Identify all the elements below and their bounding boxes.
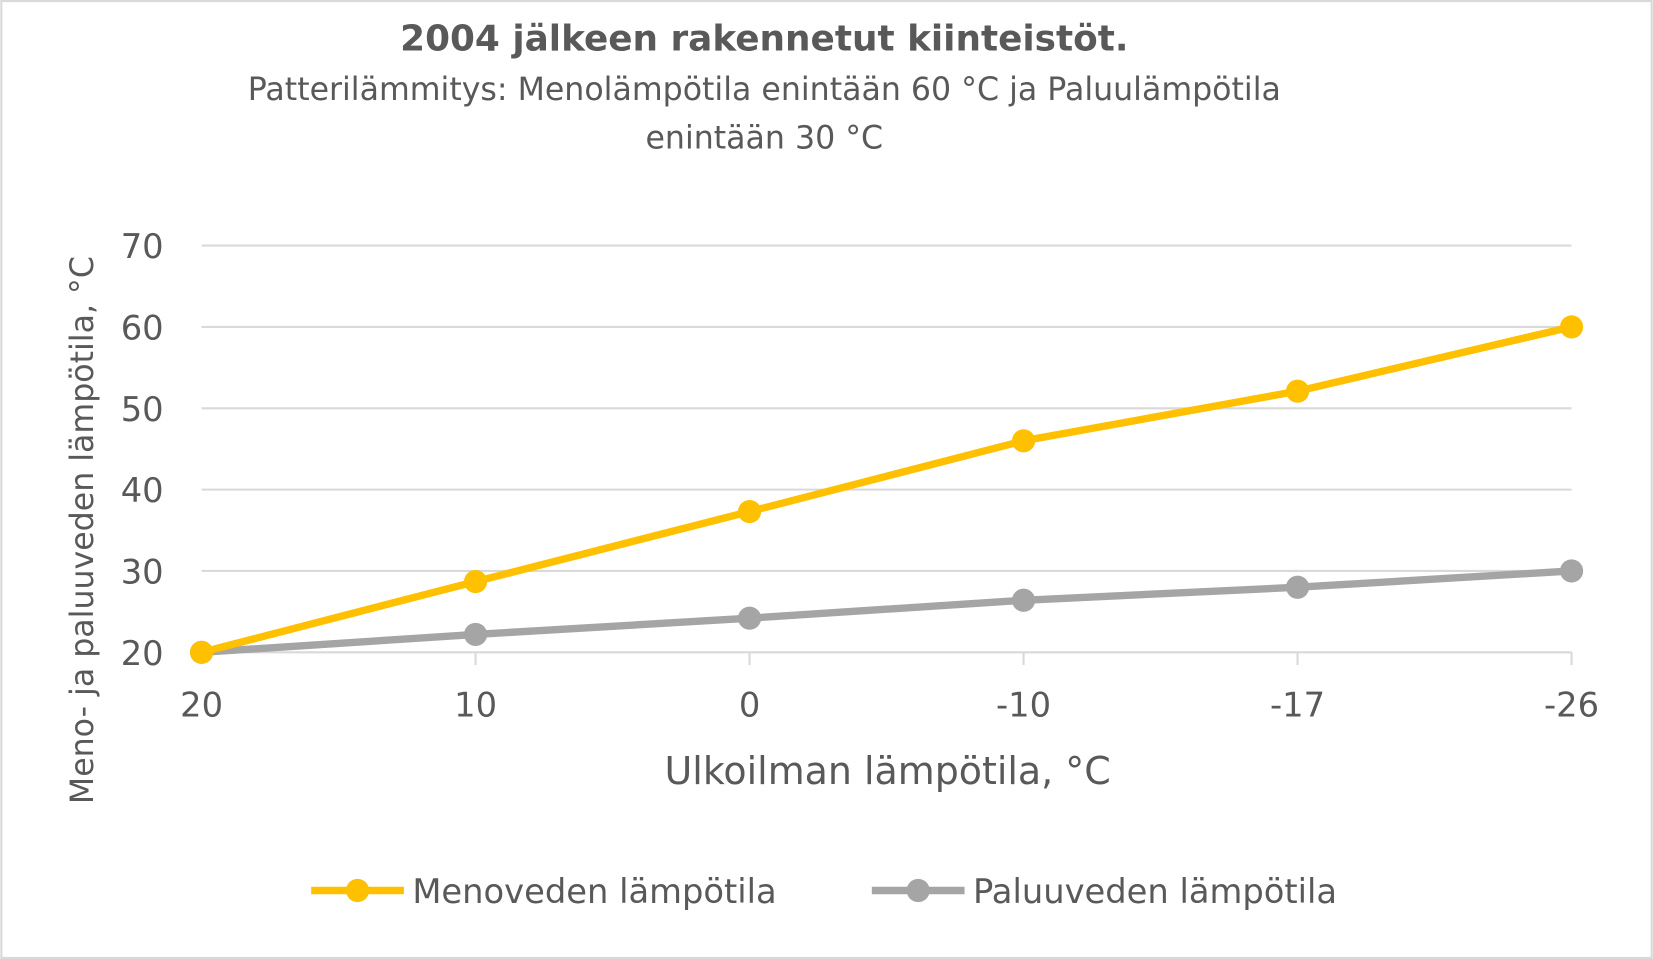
data-point: [737, 606, 762, 630]
chart-subtitle-line-1: Patterilämmitys: Menolämpötila enintään …: [248, 72, 1281, 108]
series-line: [200, 323, 1573, 656]
data-point: [1285, 575, 1310, 599]
data-point: [463, 622, 488, 647]
y-tick-label: 30: [121, 553, 164, 592]
chart-subtitle-line-2: enintään 30 °C: [645, 121, 883, 157]
y-tick-labels: 20 30 40 50 60 70: [121, 227, 164, 673]
x-tick-label: -17: [1270, 686, 1325, 725]
data-point: [463, 569, 488, 594]
data-point: [1011, 429, 1036, 453]
series-lines: [189, 315, 1584, 664]
y-tick-label: 40: [121, 471, 164, 510]
legend-item: Menoveden lämpötila: [311, 872, 777, 911]
data-point: [737, 499, 762, 524]
x-axis-label: Ulkoilman lämpötila, °C: [665, 749, 1111, 793]
y-tick-label: 50: [121, 390, 164, 429]
x-tick-labels: 20 10 0 -10 -17 -26: [180, 686, 1599, 725]
data-point: [1559, 559, 1584, 583]
data-point: [1011, 588, 1036, 612]
data-point: [1559, 315, 1584, 339]
y-axis-label: Meno- ja paluuveden lämpötila, °C: [65, 256, 101, 804]
y-tick-label: 60: [121, 309, 164, 348]
series-line: [201, 567, 1572, 657]
x-tick-label: -26: [1544, 686, 1599, 725]
x-tick-label: -10: [996, 686, 1051, 725]
x-tick-label: 0: [739, 686, 760, 725]
gridlines: [201, 244, 1573, 665]
legend-marker: [345, 878, 370, 903]
chart-title: 2004 jälkeen rakennetut kiinteistöt.: [400, 19, 1128, 60]
data-point: [1285, 379, 1310, 403]
data-point: [189, 640, 214, 664]
legend-label: Paluuveden lämpötila: [973, 872, 1337, 911]
x-tick-label: 10: [454, 686, 497, 725]
legend: Menoveden lämpötila Paluuveden lämpötila: [311, 872, 1337, 911]
legend-label: Menoveden lämpötila: [412, 872, 776, 911]
x-tick-label: 20: [180, 686, 223, 725]
legend-item: Paluuveden lämpötila: [871, 872, 1337, 911]
y-tick-label: 70: [121, 227, 164, 266]
legend-marker: [906, 878, 930, 903]
y-tick-label: 20: [121, 634, 164, 673]
